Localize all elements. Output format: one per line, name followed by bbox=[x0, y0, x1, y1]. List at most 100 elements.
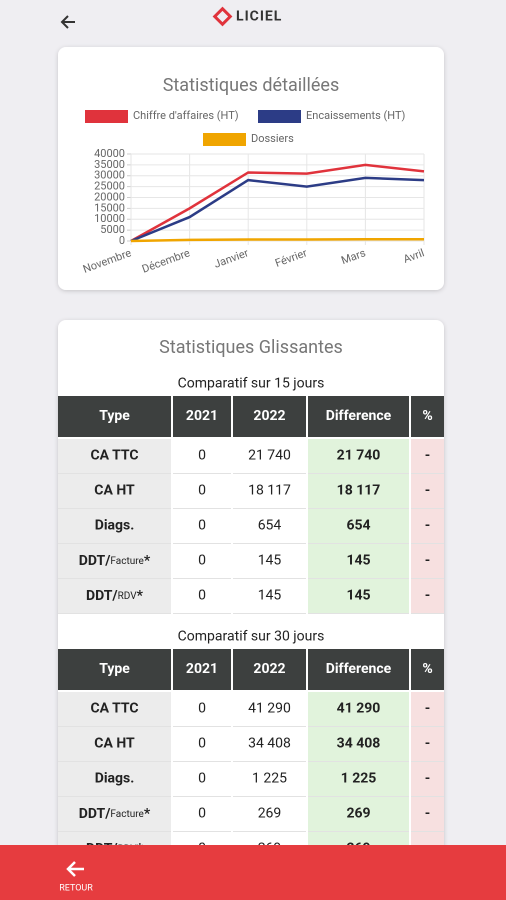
logo: LICIEL bbox=[212, 6, 282, 27]
back-arrow[interactable] bbox=[60, 15, 75, 29]
series-line bbox=[130, 176, 425, 243]
cell bbox=[173, 692, 231, 726]
legend-swatch bbox=[258, 110, 301, 123]
header-cell bbox=[58, 649, 171, 690]
footer-back-label[interactable]: RETOUR bbox=[59, 883, 93, 893]
header-label: 2022 bbox=[253, 661, 285, 677]
cell bbox=[411, 474, 444, 508]
header-label: % bbox=[422, 661, 432, 677]
cell-text: - bbox=[425, 806, 431, 822]
cell bbox=[411, 579, 444, 613]
cell-text-part: * bbox=[144, 553, 151, 569]
header-label: Type bbox=[99, 408, 130, 424]
cell bbox=[411, 797, 444, 831]
cell bbox=[411, 439, 444, 473]
cell bbox=[58, 692, 171, 726]
cell bbox=[233, 692, 306, 726]
cell-text-part: DDT/ bbox=[86, 588, 118, 604]
cell-text: CA TTC bbox=[90, 448, 138, 464]
cell-text: 1 225 bbox=[341, 771, 377, 787]
header-cell bbox=[308, 649, 409, 690]
cell-text: - bbox=[425, 736, 431, 752]
cell-text: - bbox=[425, 553, 431, 569]
cell-text: 269 bbox=[346, 806, 370, 822]
header-label: 2021 bbox=[186, 408, 218, 424]
cell bbox=[233, 727, 306, 761]
cell-text: 21 740 bbox=[337, 448, 381, 464]
cell bbox=[173, 727, 231, 761]
cell bbox=[173, 797, 231, 831]
cell bbox=[58, 797, 171, 831]
cell-text: - bbox=[425, 701, 431, 717]
cell bbox=[308, 509, 409, 543]
y-tick-label: 40000 bbox=[94, 147, 125, 160]
table-caption: Comparatif sur 15 jours bbox=[178, 376, 325, 392]
cell-text-part: Facture bbox=[110, 556, 143, 567]
header-label: Type bbox=[99, 661, 130, 677]
cell bbox=[308, 692, 409, 726]
cell-text: 0 bbox=[198, 518, 206, 534]
cell bbox=[308, 579, 409, 613]
cell-text: - bbox=[425, 771, 431, 787]
cell-text: 18 117 bbox=[337, 483, 381, 499]
cell bbox=[233, 439, 306, 473]
cell bbox=[233, 544, 306, 578]
chart-title: Statistiques détaillées bbox=[163, 75, 340, 96]
y-tick-label: 20000 bbox=[94, 190, 125, 203]
cell-text: - bbox=[425, 483, 431, 499]
cell bbox=[308, 439, 409, 473]
header-cell bbox=[173, 649, 231, 690]
cell-text: 0 bbox=[198, 736, 206, 752]
cell bbox=[58, 762, 171, 796]
cell-text: 34 408 bbox=[337, 736, 381, 752]
header-label: 2022 bbox=[253, 408, 285, 424]
cell bbox=[173, 474, 231, 508]
series-line bbox=[130, 238, 424, 243]
y-tick-label: 5000 bbox=[100, 223, 125, 236]
cell-text: 1 225 bbox=[252, 771, 287, 787]
header-label: Difference bbox=[326, 408, 392, 424]
table-caption: Comparatif sur 30 jours bbox=[178, 629, 325, 645]
cell-text: DDT/Facture* bbox=[79, 806, 151, 822]
chart: Chiffre d'affaires (HT) Encaissements (HT… bbox=[81, 109, 426, 276]
cell-text: 145 bbox=[346, 553, 370, 569]
cell-text: 0 bbox=[198, 588, 206, 604]
cell-text-part: DDT/ bbox=[79, 553, 111, 569]
y-tick-label: 15000 bbox=[94, 201, 125, 214]
legend-label: Encaissements (HT) bbox=[306, 109, 406, 122]
cell bbox=[233, 797, 306, 831]
cell bbox=[308, 727, 409, 761]
cell-text: 145 bbox=[258, 588, 282, 604]
cell-text: 41 290 bbox=[248, 701, 291, 717]
cell-text: 21 740 bbox=[248, 448, 291, 464]
stats-title: Statistiques Glissantes bbox=[159, 337, 343, 358]
cell-text: 34 408 bbox=[248, 736, 291, 752]
y-tick-label: 0 bbox=[119, 234, 125, 247]
header-cell bbox=[233, 649, 306, 690]
cell-text: 18 117 bbox=[248, 483, 291, 499]
legend-label: Chiffre d'affaires (HT) bbox=[133, 109, 239, 122]
cell-text: 654 bbox=[346, 518, 370, 534]
cell-text: DDT/Facture* bbox=[79, 553, 151, 569]
cell bbox=[411, 544, 444, 578]
cell-text: CA HT bbox=[94, 483, 135, 499]
footer-back-icon[interactable] bbox=[66, 861, 84, 877]
cell-text: - bbox=[425, 448, 431, 464]
y-tick-label: 30000 bbox=[94, 169, 125, 182]
cell bbox=[233, 579, 306, 613]
cell-text: 269 bbox=[258, 806, 282, 822]
cell bbox=[233, 474, 306, 508]
logo-mark bbox=[212, 6, 233, 27]
cell-text-part: DDT/ bbox=[79, 806, 111, 822]
legend-swatch bbox=[203, 133, 246, 146]
logo-text: LICIEL bbox=[236, 9, 282, 25]
cell-text: 0 bbox=[198, 701, 206, 717]
cell-text: 145 bbox=[346, 588, 370, 604]
cell bbox=[411, 509, 444, 543]
cell-text: 654 bbox=[258, 518, 282, 534]
cell-text-part: RDV bbox=[118, 591, 138, 602]
header-cell bbox=[308, 396, 409, 437]
header-cell bbox=[411, 396, 444, 437]
y-tick-label: 10000 bbox=[94, 212, 125, 225]
